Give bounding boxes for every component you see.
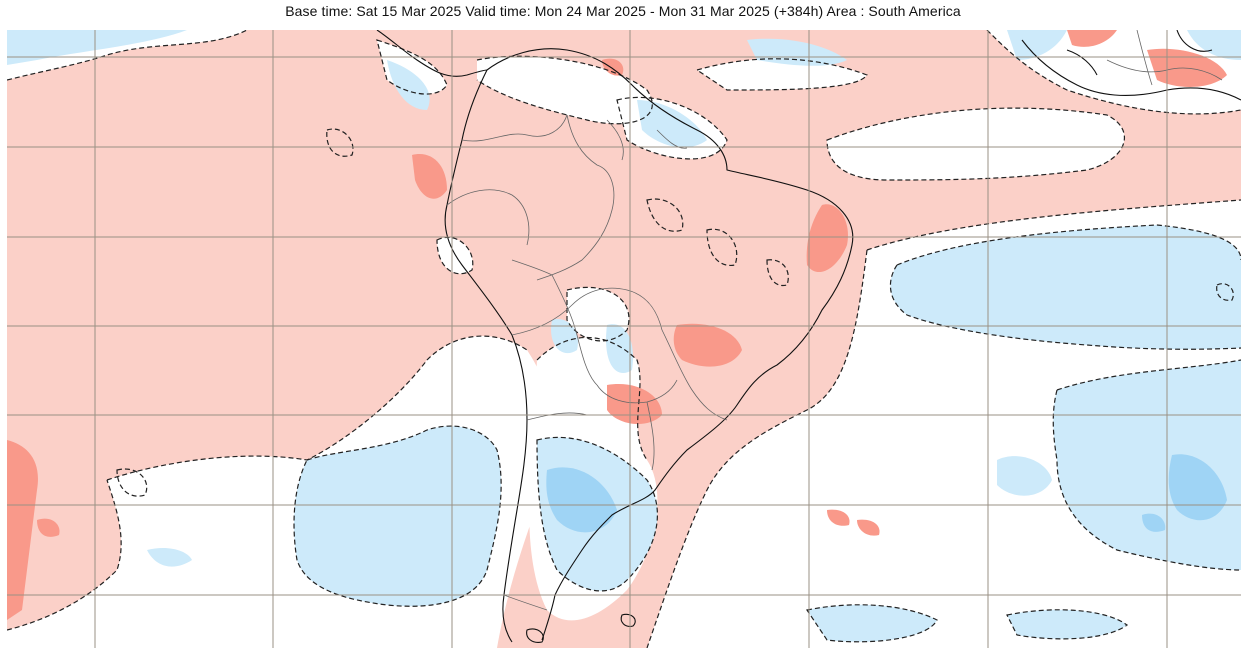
anomaly-map[interactable]: [7, 30, 1241, 648]
cool-strong-regions: [546, 454, 1227, 533]
map-frame[interactable]: [7, 30, 1241, 648]
gridlines: [7, 30, 1241, 648]
map-title: Base time: Sat 15 Mar 2025 Valid time: M…: [285, 3, 961, 19]
anomaly-contours: [7, 30, 1241, 648]
